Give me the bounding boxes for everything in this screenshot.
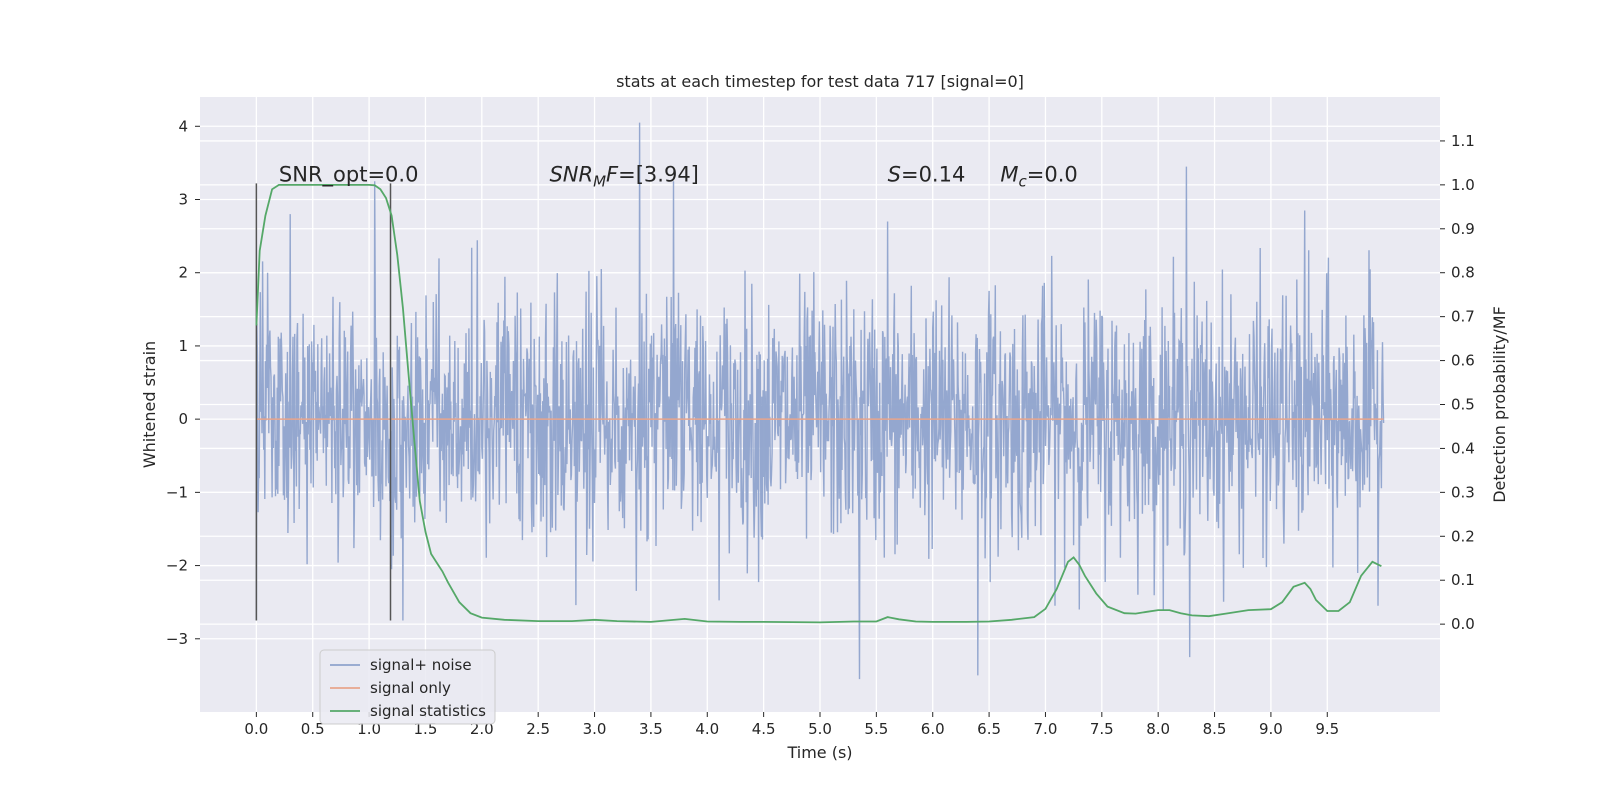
y-right-tick-label: 0.8 <box>1451 264 1475 282</box>
chart-title: stats at each timestep for test data 717… <box>616 72 1024 91</box>
legend: signal+ noise signal only signal statistic… <box>319 649 496 725</box>
y-tick-label: 3 <box>178 191 188 209</box>
noise-series <box>255 122 1385 680</box>
x-tick-label: 4.5 <box>752 720 776 738</box>
legend-box <box>319 649 496 725</box>
y-tick-label: −1 <box>166 483 188 501</box>
x-tick-label: 0.5 <box>301 720 325 738</box>
y-right-tick-label: 0.9 <box>1451 220 1475 238</box>
y-right-tick-label: 0.0 <box>1451 615 1475 633</box>
annotation-mc: Mc=0.0 <box>1000 162 1077 190</box>
y-right-tick-label: 0.2 <box>1451 527 1475 545</box>
y-axis-label: Whitened strain <box>140 341 159 468</box>
x-axis-label: Time (s) <box>786 743 852 762</box>
x-tick-label: 6.5 <box>977 720 1001 738</box>
y-right-axis-label: Detection probability/MF <box>1490 306 1509 503</box>
annotation-s: S=0.14 <box>888 162 966 186</box>
y-tick-label: 4 <box>178 117 188 135</box>
annotations: SNR_opt=0.0 SNRMF=[3.94] S=0.14 Mc=0.0 <box>279 162 1078 190</box>
x-tick-label: 0.0 <box>244 720 268 738</box>
x-tick-label: 5.5 <box>864 720 888 738</box>
x-tick-label: 2.5 <box>526 720 550 738</box>
y-right-tick-label: 1.1 <box>1451 132 1475 150</box>
y-tick-label: 2 <box>178 264 188 282</box>
x-tick-label: 9.5 <box>1315 720 1339 738</box>
y-tick-label: −3 <box>166 630 188 648</box>
x-tick-label: 7.0 <box>1034 720 1058 738</box>
legend-label: signal only <box>370 679 451 697</box>
y-right-tick-label: 0.6 <box>1451 352 1475 370</box>
x-tick-label: 7.5 <box>1090 720 1114 738</box>
y-right-tick-label: 1.0 <box>1451 176 1475 194</box>
y-tick-label: 0 <box>178 410 188 428</box>
y-right-tick-label: 0.4 <box>1451 439 1475 457</box>
y-right-tick-label: 0.3 <box>1451 483 1475 501</box>
legend-label: signal+ noise <box>370 656 472 674</box>
series-signal-noise-line <box>255 122 1385 680</box>
x-tick-label: 8.5 <box>1203 720 1227 738</box>
legend-label: signal statistics <box>370 702 486 720</box>
lines-layer <box>255 183 1384 624</box>
y-tick-label: 1 <box>178 337 188 355</box>
x-tick-label: 3.5 <box>639 720 663 738</box>
x-tick-label: 5.0 <box>808 720 832 738</box>
y-right-tick-label: 0.5 <box>1451 396 1475 414</box>
annotation-snr-opt: SNR_opt=0.0 <box>279 162 419 187</box>
y-right-tick-label: 0.7 <box>1451 308 1475 326</box>
x-tick-label: 8.0 <box>1146 720 1170 738</box>
annotation-snr-mf: SNRMF=[3.94] <box>549 162 698 190</box>
series-signal-statistics-line <box>255 184 1382 624</box>
y-right-tick-label: 0.1 <box>1451 571 1475 589</box>
x-tick-label: 6.0 <box>921 720 945 738</box>
x-tick-label: 4.0 <box>695 720 719 738</box>
x-tick-label: 9.0 <box>1259 720 1283 738</box>
x-tick-label: 3.0 <box>583 720 607 738</box>
y-tick-label: −2 <box>166 557 188 575</box>
